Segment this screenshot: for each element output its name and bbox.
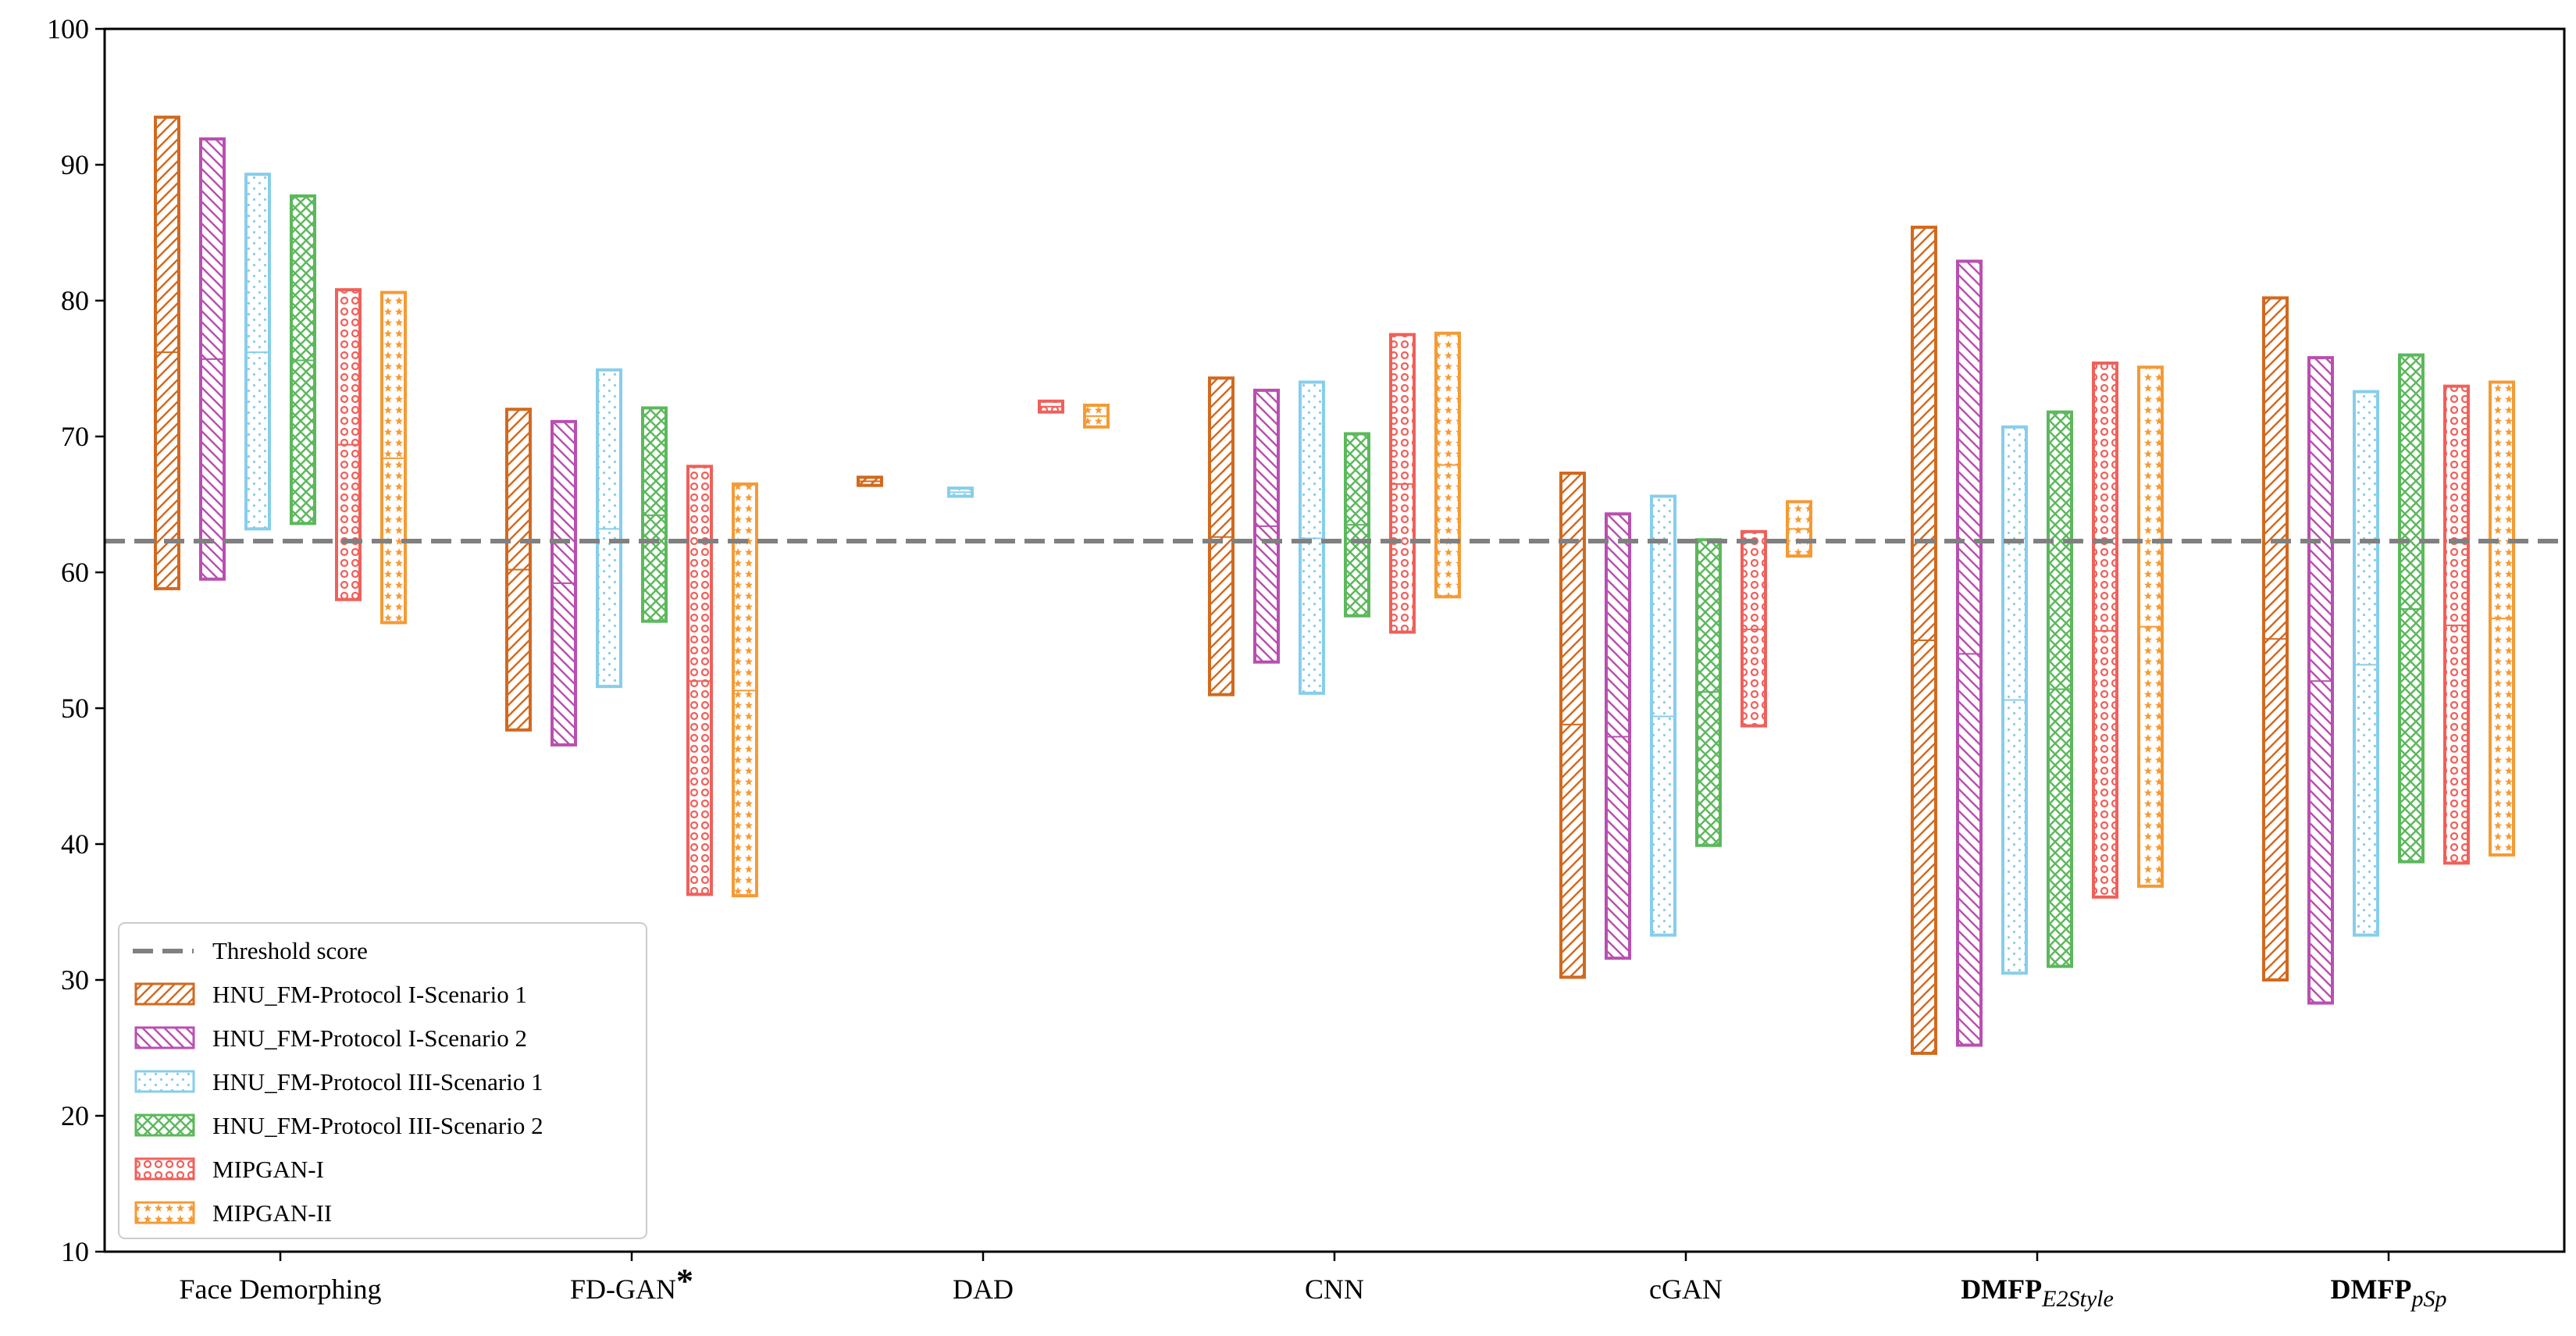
- y-tick-label: 30: [61, 964, 89, 996]
- legend-label: HNU_FM-Protocol I-Scenario 2: [212, 1024, 527, 1052]
- legend-swatch: [134, 1157, 195, 1181]
- legend-swatch: [134, 1026, 195, 1049]
- x-tick-label-face-demorphing: Face Demorphing: [180, 1274, 382, 1305]
- series-2: [199, 137, 2334, 1047]
- legend-label: MIPGAN-II: [212, 1199, 332, 1227]
- legend-label: HNU_FM-Protocol III-Scenario 1: [212, 1068, 543, 1096]
- legend-swatch: [134, 1201, 195, 1224]
- y-tick-label: 50: [61, 693, 89, 724]
- y-tick-label: 100: [47, 13, 89, 45]
- legend-threshold-label: Threshold score: [212, 937, 368, 964]
- series-3: [244, 173, 2379, 975]
- range-bar: [2353, 390, 2379, 937]
- legend: Threshold score HNU_FM-Protocol I-Scenari…: [118, 922, 647, 1239]
- series-4: [290, 194, 2425, 968]
- legend-swatch: [134, 982, 195, 1006]
- legend-swatch: [134, 1113, 195, 1137]
- legend-label: HNU_FM-Protocol I-Scenario 1: [212, 981, 527, 1008]
- series-6: [380, 290, 2515, 898]
- x-tick-label-cnn: CNN: [1305, 1274, 1364, 1305]
- x-tick-label-dad: DAD: [953, 1274, 1014, 1305]
- plot-area: [154, 116, 2515, 1055]
- y-tick-label: 20: [61, 1100, 89, 1131]
- legend-box: [118, 922, 647, 1239]
- series-5: [335, 288, 2470, 899]
- legend-label: HNU_FM-Protocol III-Scenario 2: [212, 1112, 543, 1139]
- x-tick-label-dmfp-psp: DMFPpSp: [2331, 1274, 2447, 1312]
- legend-swatch: [134, 1070, 195, 1093]
- y-tick-label: 70: [61, 421, 89, 452]
- x-tick-label-dmfp-e2style: DMFPE2Style: [1961, 1274, 2114, 1312]
- y-tick-label: 80: [61, 285, 89, 316]
- series-1: [154, 116, 2289, 1055]
- y-tick-label: 10: [61, 1236, 89, 1267]
- y-tick-label: 90: [61, 149, 89, 180]
- x-tick-label-cgan: cGAN: [1649, 1274, 1723, 1305]
- y-tick-label: 40: [61, 828, 89, 860]
- legend-label: MIPGAN-I: [212, 1156, 324, 1183]
- y-tick-label: 60: [61, 557, 89, 588]
- x-tick-label-fd-gan: FD-GAN*: [570, 1262, 693, 1305]
